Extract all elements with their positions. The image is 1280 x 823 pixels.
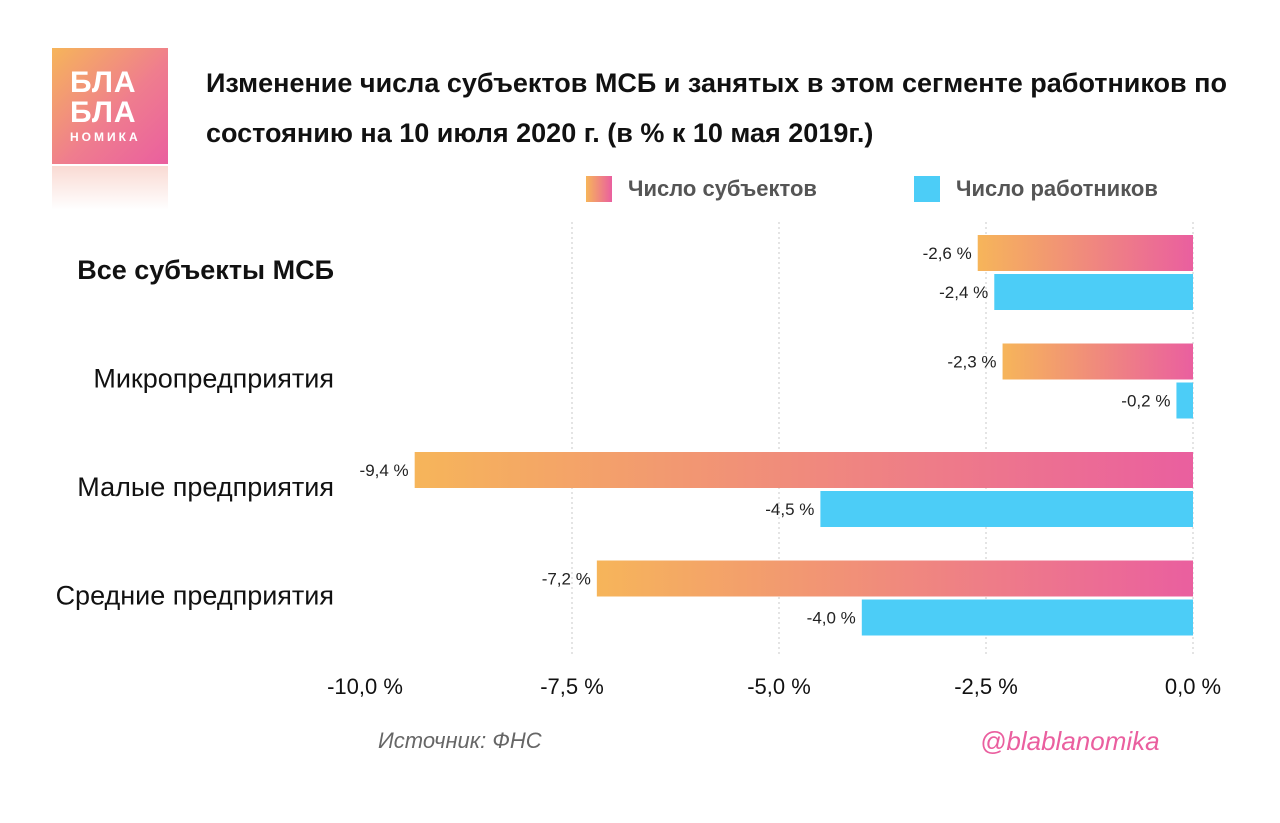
data-label: -9,4 % bbox=[360, 461, 409, 480]
data-label: -0,2 % bbox=[1121, 392, 1170, 411]
x-tick-label: -7,5 % bbox=[540, 674, 604, 699]
category-label: Малые предприятия bbox=[77, 472, 334, 502]
data-label: -4,5 % bbox=[765, 500, 814, 519]
x-tick-label: 0,0 % bbox=[1165, 674, 1221, 699]
category-label: Средние предприятия bbox=[56, 581, 334, 611]
data-label: -2,6 % bbox=[923, 244, 972, 263]
logo-line-3: НОМИКА bbox=[70, 130, 141, 144]
data-label: -4,0 % bbox=[807, 609, 856, 628]
data-label: -2,4 % bbox=[939, 283, 988, 302]
category-label: Все субъекты МСБ bbox=[77, 255, 334, 285]
bar-subjects bbox=[414, 452, 1193, 488]
legend-label-subjects: Число субъектов bbox=[628, 176, 817, 201]
category-label: Микропредприятия bbox=[93, 364, 334, 394]
x-tick-label: -5,0 % bbox=[747, 674, 811, 699]
logo-reflection bbox=[52, 166, 168, 210]
bar-subjects bbox=[1002, 343, 1193, 380]
bar-subjects bbox=[596, 560, 1193, 597]
social-handle: @blablanomika bbox=[980, 726, 1160, 756]
bar-workers bbox=[820, 491, 1193, 527]
logo-line-2: БЛА bbox=[70, 96, 137, 129]
data-label: -7,2 % bbox=[542, 570, 591, 589]
logo-line-1: БЛА bbox=[70, 66, 137, 99]
bar-workers bbox=[994, 274, 1193, 310]
legend-swatch-subjects bbox=[586, 176, 612, 202]
bar-workers bbox=[1176, 382, 1193, 419]
chart-title: Изменение числа субъектов МСБ и занятых … bbox=[206, 68, 1227, 148]
legend-item-subjects: Число субъектов bbox=[586, 174, 817, 204]
x-tick-label: -10,0 % bbox=[327, 674, 403, 699]
legend-label-workers: Число работников bbox=[956, 176, 1158, 201]
brand-logo: БЛА БЛА НОМИКА bbox=[52, 48, 168, 164]
legend-swatch-workers bbox=[914, 176, 940, 202]
data-label: -2,3 % bbox=[947, 353, 996, 372]
legend-item-workers: Число работников bbox=[914, 174, 1158, 204]
source-note: Источник: ФНС bbox=[378, 728, 542, 753]
bar-workers bbox=[861, 599, 1193, 636]
x-tick-label: -2,5 % bbox=[954, 674, 1018, 699]
bar-subjects bbox=[977, 235, 1193, 271]
